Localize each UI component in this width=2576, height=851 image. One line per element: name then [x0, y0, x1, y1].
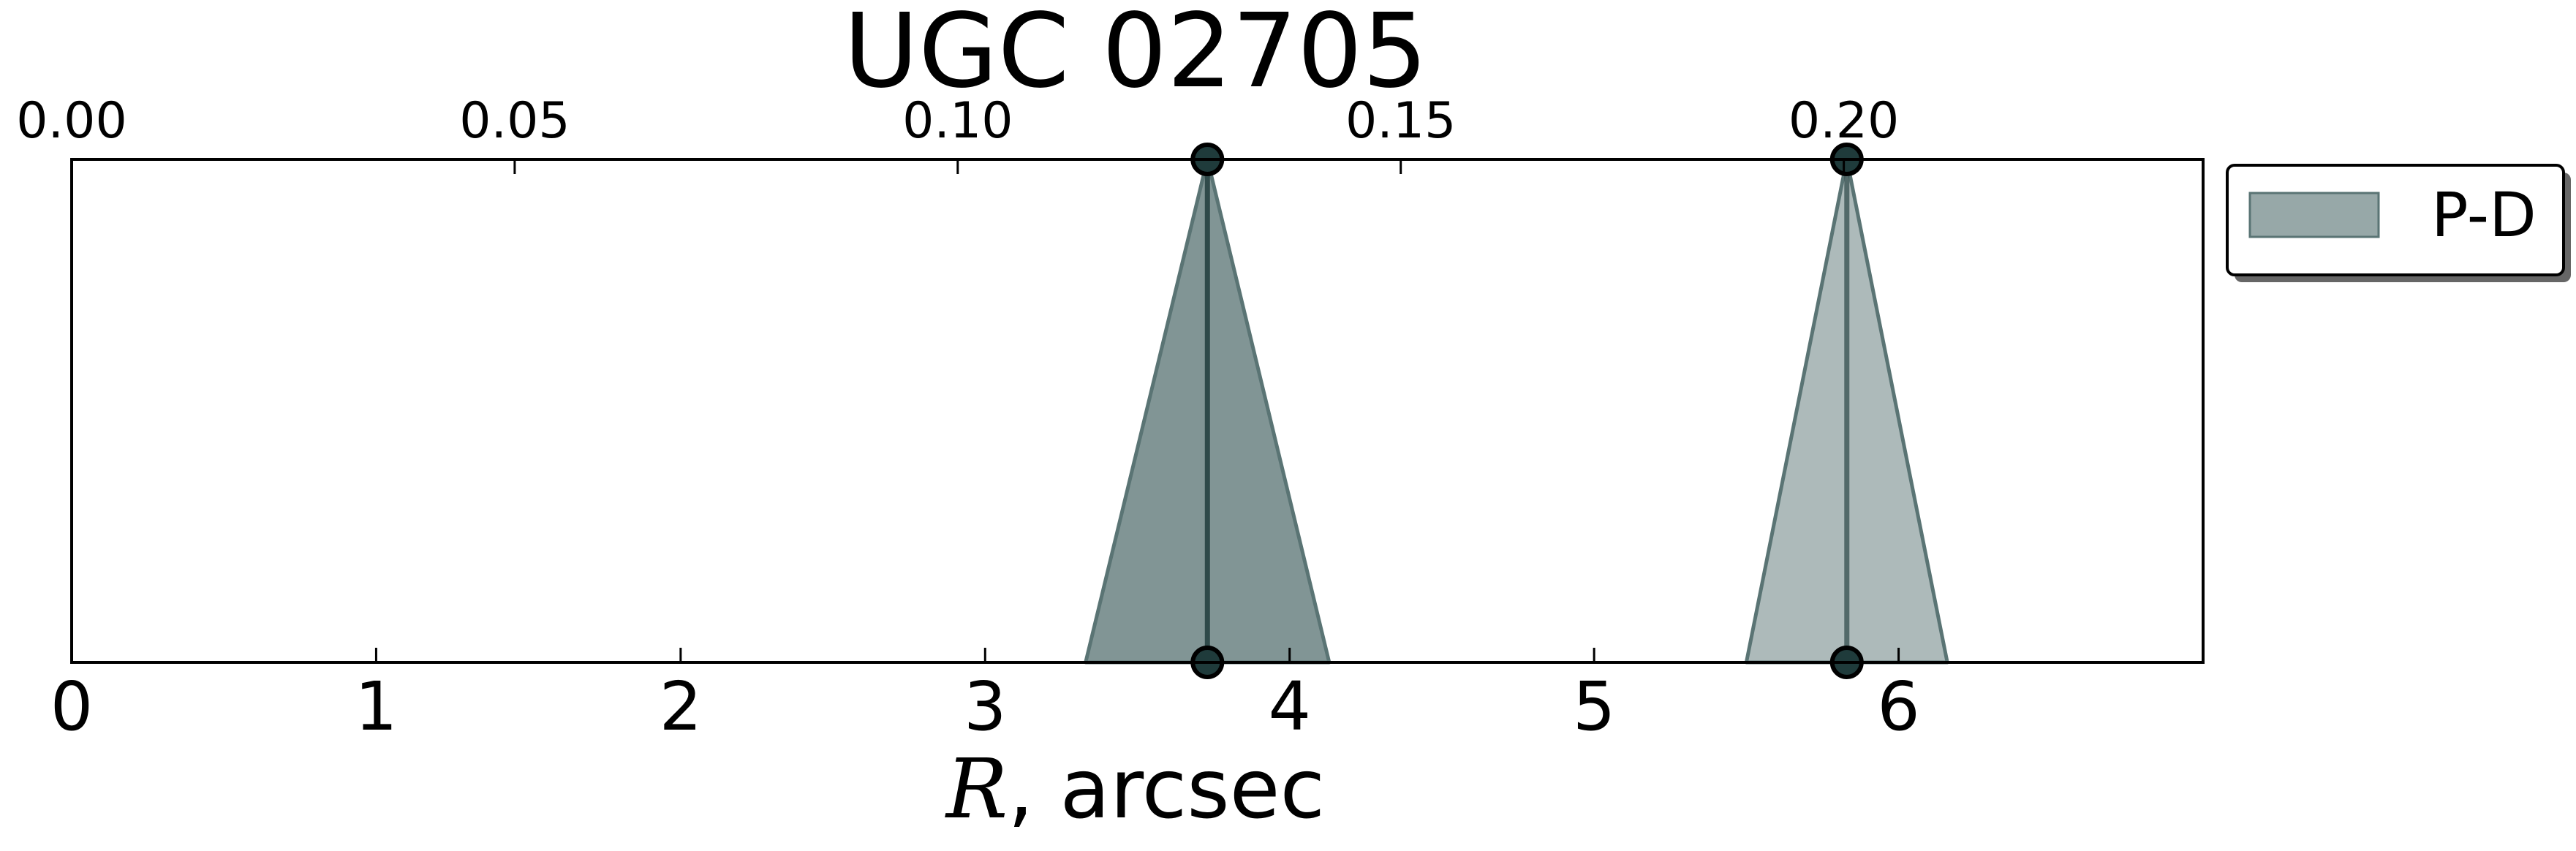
top-tick-label-4: 0.20 [1789, 92, 1899, 150]
x-tick-label-4: 4 [1268, 667, 1311, 746]
top-tick-label-2: 0.10 [902, 92, 1013, 150]
x-axis-symbol: R [945, 742, 1008, 837]
x-tick-label-1: 1 [355, 667, 398, 746]
x-tick-label-2: 2 [660, 667, 703, 746]
legend: P-D [2226, 164, 2571, 282]
top-tick-label-3: 0.15 [1345, 92, 1456, 150]
top-tick-label-0: 0.00 [16, 92, 126, 150]
x-axis-unit: , arcsec [1008, 742, 1325, 837]
plot-frame [70, 158, 2205, 664]
x-tick-label-5: 5 [1573, 667, 1616, 746]
legend-label: P-D [2431, 179, 2537, 251]
chart-title: UGC 02705 [844, 0, 1428, 111]
x-tick-label-0: 0 [50, 667, 94, 746]
legend-swatch [2248, 192, 2380, 238]
peaks-layer [1084, 143, 1949, 679]
x-tick-label-6: 6 [1877, 667, 1920, 746]
ticks-layer: 0 1 2 3 4 5 6 0.00 0.05 0.10 0.15 0.20 [16, 92, 1920, 746]
x-tick-label-3: 3 [964, 667, 1007, 746]
x-axis-label: R, arcsec [945, 742, 1325, 837]
top-tick-label-1: 0.05 [459, 92, 570, 150]
